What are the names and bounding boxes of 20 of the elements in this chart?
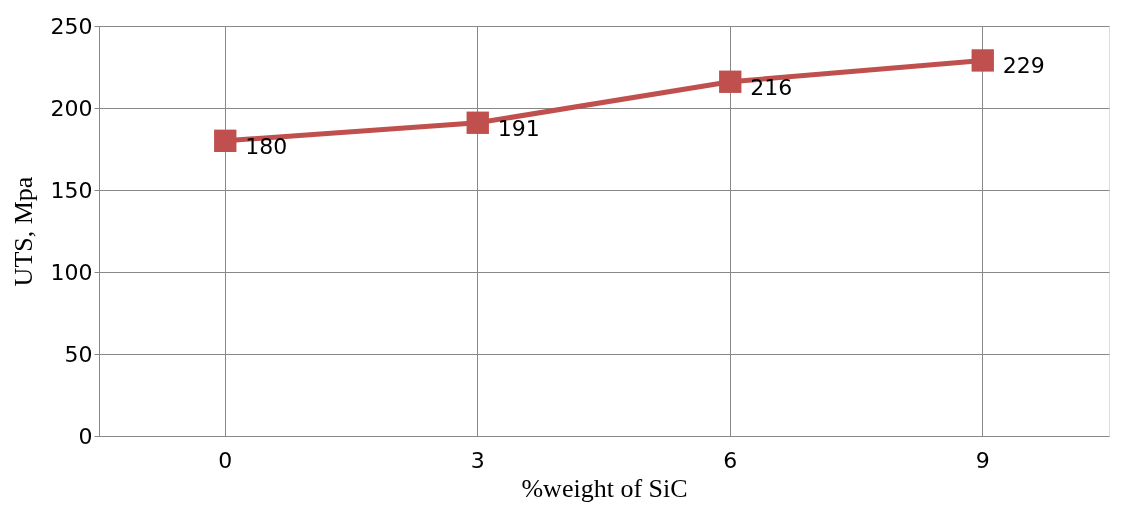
point <box>214 129 237 152</box>
y-axis-title: UTS, Mpa <box>8 176 38 287</box>
x-tick-label: 6 <box>723 447 738 473</box>
point <box>971 49 994 72</box>
data-label: 191 <box>497 115 540 141</box>
y-tick-label: 200 <box>50 95 93 121</box>
y-tick-label: 0 <box>78 423 93 449</box>
point <box>719 70 742 93</box>
y-tick-label: 250 <box>50 13 93 39</box>
x-tick-label: 3 <box>470 447 485 473</box>
y-tick-label: 150 <box>50 177 93 203</box>
x-axis-title: %weight of SiC <box>521 473 688 503</box>
x-tick-label: 9 <box>975 447 990 473</box>
y-tick-label: 50 <box>64 341 93 367</box>
y-tick-label: 100 <box>50 259 93 285</box>
x-tick-label: 0 <box>218 447 233 473</box>
data-label: 229 <box>1002 53 1045 79</box>
point <box>466 111 489 134</box>
data-label: 216 <box>750 74 793 100</box>
data-label: 180 <box>245 133 288 159</box>
